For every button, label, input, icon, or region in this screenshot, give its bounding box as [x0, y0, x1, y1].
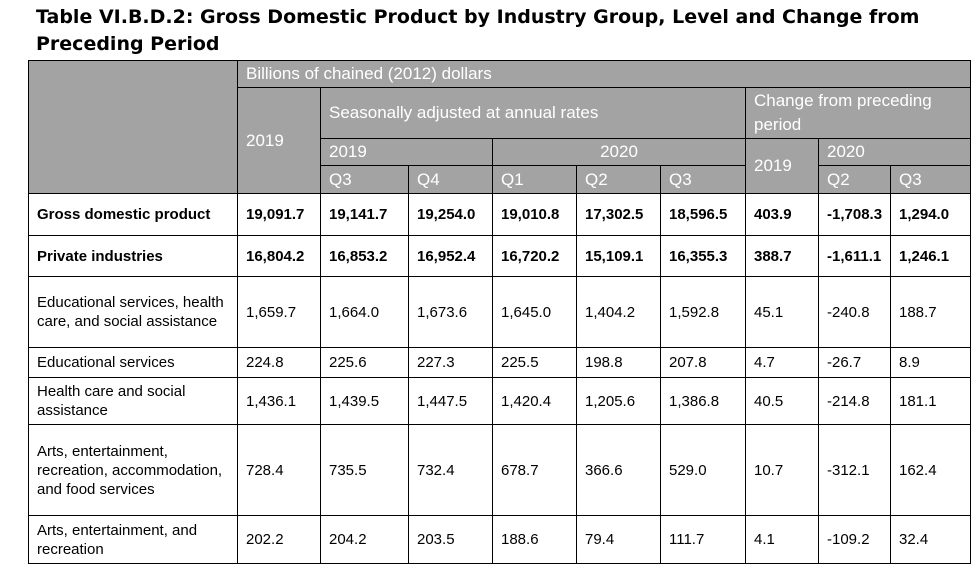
value-cell: 678.7: [492, 424, 577, 516]
year-header: 2020: [492, 138, 746, 166]
table-body: Billions of chained (2012) dollars 2019 …: [28, 60, 972, 564]
value-cell: 19,254.0: [408, 193, 493, 236]
value-cell: 16,952.4: [408, 235, 493, 277]
value-cell: 111.7: [660, 515, 746, 564]
table-row: Gross domestic product 19,091.7 19,141.7 19…: [28, 193, 972, 236]
value-cell: 15,109.1: [576, 235, 661, 277]
change-year-header: 2020: [817, 138, 972, 166]
value-cell: 19,141.7: [320, 193, 409, 236]
value-cell: 1,294.0: [889, 193, 972, 236]
value-cell: 16,853.2: [320, 235, 409, 277]
corner-cell: [28, 60, 238, 194]
row-label: Gross domestic product: [28, 193, 238, 236]
row-label: Private industries: [28, 235, 238, 277]
value-cell: 19,091.7: [237, 193, 321, 236]
value-cell: 79.4: [576, 515, 661, 564]
value-cell: 198.8: [576, 347, 661, 378]
year-header: 2019: [320, 138, 493, 166]
value-cell: 188.6: [492, 515, 577, 564]
value-cell: 32.4: [889, 515, 972, 564]
table-row: Health care and social assistance 1,436.1…: [28, 377, 972, 425]
change-quarter-header: Q2: [818, 165, 891, 194]
value-cell: 19,010.8: [492, 193, 577, 236]
table-title: Table VI.B.D.2: Gross Domestic Product b…: [36, 6, 920, 55]
value-cell: 403.9: [745, 193, 819, 236]
value-cell: 188.7: [889, 276, 972, 348]
value-cell: 4.7: [745, 347, 819, 378]
value-cell: 732.4: [408, 424, 493, 516]
table-row: Educational services, health care, and s…: [28, 276, 972, 348]
value-cell: 1,664.0: [320, 276, 409, 348]
value-cell: 45.1: [745, 276, 819, 348]
value-cell: 225.6: [320, 347, 409, 378]
value-cell: 1,205.6: [576, 377, 661, 425]
value-cell: 1,246.1: [889, 235, 972, 277]
value-cell: 1,592.8: [660, 276, 746, 348]
value-cell: 1,420.4: [492, 377, 577, 425]
value-cell: 1,404.2: [576, 276, 661, 348]
value-cell: -1,708.3: [818, 193, 891, 236]
value-cell: 1,645.0: [492, 276, 577, 348]
value-cell: -1,611.1: [818, 235, 891, 277]
value-cell: 227.3: [408, 347, 493, 378]
value-cell: 224.8: [237, 347, 321, 378]
value-cell: 40.5: [745, 377, 819, 425]
value-cell: 1,436.1: [237, 377, 321, 425]
value-cell: -26.7: [818, 347, 891, 378]
row-label: Educational services: [28, 347, 238, 378]
quarter-header: Q3: [320, 165, 409, 194]
value-cell: 18,596.5: [660, 193, 746, 236]
row-label: Health care and social assistance: [28, 377, 238, 425]
value-cell: 529.0: [660, 424, 746, 516]
value-cell: 1,673.6: [408, 276, 493, 348]
value-cell: 16,720.2: [492, 235, 577, 277]
row-label: Arts, entertainment, recreation, accommo…: [28, 424, 238, 516]
value-cell: 8.9: [889, 347, 972, 378]
table-row: Private industries 16,804.2 16,853.2 16,952…: [28, 235, 972, 277]
quarter-header: Q3: [660, 165, 746, 194]
row-label: Educational services, health care, and s…: [28, 276, 238, 348]
value-cell: 202.2: [237, 515, 321, 564]
value-cell: 1,659.7: [237, 276, 321, 348]
seasonal-header: Seasonally adjusted at annual rates: [320, 87, 746, 139]
value-cell: -109.2: [818, 515, 891, 564]
value-cell: 1,447.5: [408, 377, 493, 425]
table-row: Arts, entertainment, recreation, accommo…: [28, 424, 972, 516]
value-cell: -240.8: [818, 276, 891, 348]
table-row: Educational services 224.8 225.6 227.3 225.5…: [28, 347, 972, 378]
value-cell: 17,302.5: [576, 193, 661, 236]
value-cell: -312.1: [818, 424, 891, 516]
change-header: Change from preceding period: [744, 87, 972, 139]
value-cell: 16,804.2: [237, 235, 321, 277]
value-cell: 204.2: [320, 515, 409, 564]
value-cell: 225.5: [492, 347, 577, 378]
quarter-header: Q2: [576, 165, 661, 194]
value-cell: 728.4: [237, 424, 321, 516]
value-cell: 388.7: [745, 235, 819, 277]
value-cell: 4.1: [745, 515, 819, 564]
value-cell: 207.8: [660, 347, 746, 378]
value-cell: 1,386.8: [660, 377, 746, 425]
gdp-table: Billions of chained (2012) dollars 2019 …: [28, 60, 972, 564]
units-header: Billions of chained (2012) dollars: [236, 60, 972, 88]
annual-year-header: 2019: [237, 87, 321, 194]
value-cell: -214.8: [818, 377, 891, 425]
value-cell: 735.5: [320, 424, 409, 516]
value-cell: 16,355.3: [660, 235, 746, 277]
value-cell: 366.6: [576, 424, 661, 516]
row-label: Arts, entertainment, and recreation: [28, 515, 238, 564]
value-cell: 162.4: [889, 424, 972, 516]
value-cell: 1,439.5: [320, 377, 409, 425]
value-cell: 203.5: [408, 515, 493, 564]
change-annual-year-header: 2019: [745, 138, 819, 194]
change-quarter-header: Q3: [889, 165, 972, 194]
quarter-header: Q4: [408, 165, 493, 194]
value-cell: 181.1: [889, 377, 972, 425]
table-row: Arts, entertainment, and recreation 202.2…: [28, 515, 972, 564]
quarter-header: Q1: [492, 165, 577, 194]
value-cell: 10.7: [745, 424, 819, 516]
